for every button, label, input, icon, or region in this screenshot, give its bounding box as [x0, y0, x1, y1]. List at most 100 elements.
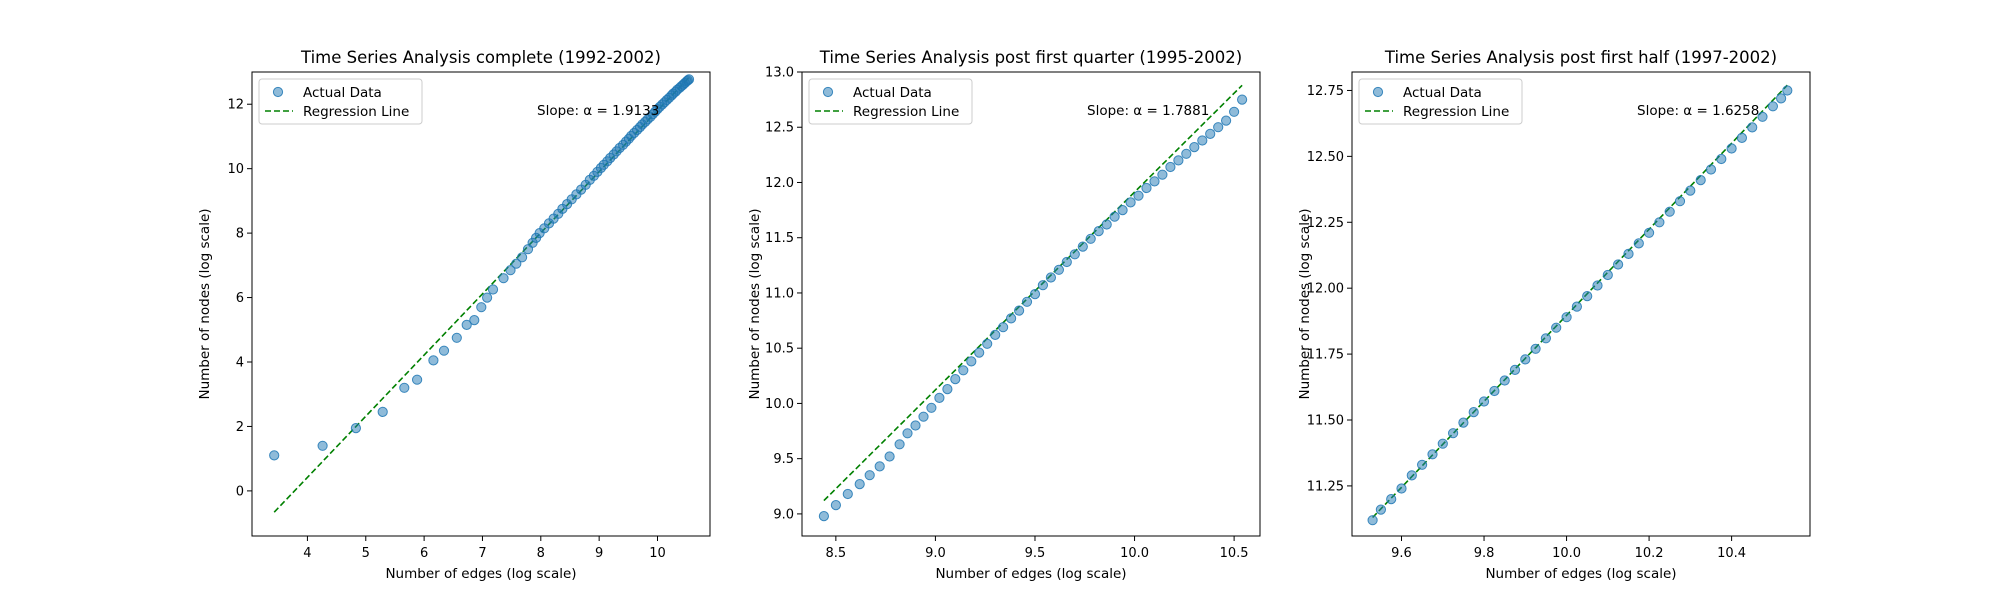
data-point — [482, 292, 493, 303]
data-point — [1157, 169, 1168, 180]
legend-label-regression-line: Regression Line — [303, 104, 409, 120]
y-axis-label: Number of nodes (log scale) — [747, 208, 763, 399]
data-point — [1006, 313, 1017, 324]
data-point — [517, 252, 528, 263]
data-point — [1165, 161, 1176, 173]
data-point — [974, 347, 985, 358]
y-tick-label: 12.50 — [1307, 150, 1344, 165]
data-point — [950, 374, 961, 385]
data-point — [1149, 176, 1160, 187]
plot-area — [269, 74, 695, 513]
data-point — [990, 329, 1001, 340]
y-tick-label: 4 — [236, 356, 244, 371]
data-point — [1037, 280, 1049, 291]
legend-marker-actual-data — [1372, 86, 1384, 98]
data-point — [1386, 494, 1397, 505]
slope-annotation: Slope: α = 1.9133 — [537, 103, 659, 119]
data-point — [934, 392, 945, 403]
data-point — [998, 322, 1009, 333]
y-tick-label: 12.0 — [765, 176, 794, 191]
data-point — [1757, 111, 1768, 122]
data-point — [1664, 206, 1675, 217]
plot-area — [818, 84, 1248, 522]
legend-marker-actual-data — [272, 86, 284, 98]
y-tick-label: 9.0 — [773, 507, 794, 522]
data-point — [1221, 115, 1232, 126]
data-point — [830, 500, 842, 511]
data-point — [377, 406, 388, 417]
data-point — [1654, 217, 1665, 228]
x-tick-label: 9.6 — [1391, 546, 1412, 561]
axes-frame — [801, 71, 1261, 537]
data-point — [1520, 354, 1531, 365]
data-point — [894, 439, 905, 450]
data-point — [1540, 333, 1552, 344]
data-point — [1685, 185, 1696, 196]
y-tick-label: 11.5 — [765, 231, 794, 246]
data-point — [1458, 417, 1469, 428]
data-point — [412, 374, 423, 385]
data-point — [505, 265, 516, 276]
y-tick-label: 11.50 — [1307, 414, 1344, 429]
chart-panel-1: Time Series Analysis complete (1992-2002… — [197, 48, 711, 582]
y-tick-label: 11.25 — [1307, 479, 1344, 494]
data-point — [511, 258, 522, 269]
data-point — [476, 302, 487, 313]
legend-label-regression-line: Regression Line — [1403, 104, 1509, 120]
data-point — [1644, 227, 1655, 238]
data-point — [1173, 155, 1184, 166]
data-point — [1117, 205, 1128, 216]
data-point — [451, 332, 462, 343]
y-axis-label: Number of nodes (log scale) — [197, 208, 213, 399]
data-point — [1782, 85, 1793, 96]
data-point — [1213, 122, 1224, 133]
y-tick-label: 8 — [236, 227, 244, 242]
y-tick-label: 2 — [236, 420, 244, 435]
x-tick-label: 5 — [362, 546, 370, 561]
data-point — [1406, 470, 1417, 481]
legend-box — [808, 78, 973, 125]
data-point — [1109, 211, 1120, 222]
data-point — [874, 461, 885, 472]
data-point — [350, 423, 361, 434]
data-point — [1205, 128, 1216, 139]
data-point — [1189, 142, 1200, 153]
x-axis-label: Number of edges (log scale) — [935, 566, 1126, 582]
data-point — [1029, 289, 1041, 300]
data-point — [1237, 94, 1248, 105]
data-point — [966, 356, 977, 367]
x-tick-label: 10 — [649, 546, 666, 561]
x-tick-label: 7 — [478, 546, 486, 561]
y-tick-label: 9.5 — [773, 452, 794, 467]
y-tick-label: 10.0 — [765, 397, 794, 412]
y-tick-label: 12.75 — [1307, 84, 1344, 99]
legend-label-actual-data: Actual Data — [853, 85, 932, 101]
data-point — [1375, 504, 1387, 515]
data-point — [1468, 407, 1479, 418]
y-tick-label: 0 — [236, 484, 244, 499]
x-axis-label: Number of edges (log scale) — [1485, 566, 1676, 582]
data-point — [1530, 343, 1541, 354]
x-tick-label: 6 — [420, 546, 428, 561]
y-tick-label: 10 — [227, 162, 244, 177]
x-tick-label: 10.4 — [1717, 546, 1746, 561]
y-tick-label: 12.25 — [1307, 216, 1344, 231]
x-tick-label: 10.5 — [1220, 546, 1249, 561]
axes-frame — [251, 71, 711, 537]
data-point — [1489, 385, 1500, 397]
chart-panel-3: Time Series Analysis post first half (19… — [1297, 48, 1811, 582]
data-point — [1499, 375, 1510, 386]
data-point — [1396, 483, 1407, 494]
data-point — [1093, 226, 1104, 237]
data-point — [854, 479, 865, 490]
data-point — [1478, 396, 1490, 407]
data-point — [1674, 196, 1686, 207]
x-tick-label: 9 — [595, 546, 603, 561]
legend: Actual Data Regression Line — [808, 78, 973, 125]
x-tick-label: 9.5 — [1025, 546, 1046, 561]
data-point — [918, 411, 929, 422]
y-tick-label: 11.75 — [1307, 348, 1344, 363]
data-point — [1229, 106, 1240, 117]
x-tick-label: 9.8 — [1474, 546, 1495, 561]
